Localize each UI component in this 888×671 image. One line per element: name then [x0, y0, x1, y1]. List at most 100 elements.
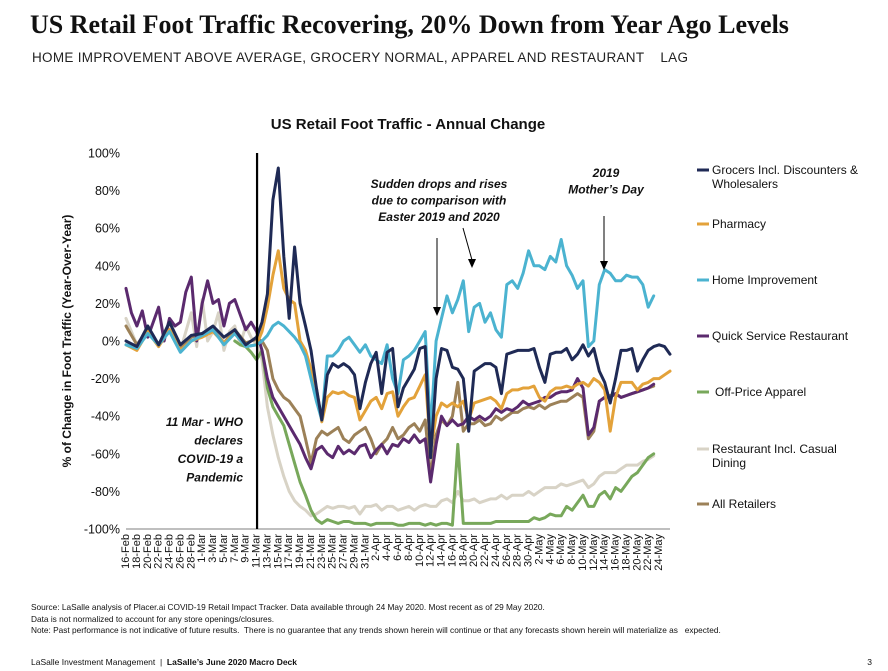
note-line: Data is not normalized to account for an…: [31, 613, 275, 624]
arrowhead: [433, 307, 441, 316]
legend-label-line: Wholesalers: [712, 177, 778, 191]
annotation-text: due to comparison with: [372, 194, 507, 208]
page-number: 3: [867, 657, 872, 667]
x-tick-label: 30-Apr: [523, 534, 535, 567]
x-tick-label: 3-Mar: [207, 534, 219, 563]
x-tick-label: 6-May: [555, 534, 567, 565]
page-title: US Retail Foot Traffic Recovering, 20% D…: [30, 10, 789, 39]
legend-label-line: Grocers Incl. Discounters &: [712, 163, 858, 177]
x-tick-label: 4-Apr: [381, 534, 393, 561]
legend-label-line: Restaurant Incl. Casual: [712, 442, 837, 456]
legend-label-line: Home Improvement: [712, 273, 818, 287]
legend-label: Off-Price Apparel: [715, 385, 806, 399]
mothers-day-annotation: 2019 Mother’s Day: [568, 166, 645, 197]
x-tick-label: 16-Apr: [446, 534, 458, 567]
x-tick-label: 18-May: [620, 534, 632, 571]
x-tick-label: 24-May: [653, 534, 665, 571]
x-tick-label: 23-Mar: [316, 534, 328, 569]
x-tick-label: 19-Mar: [294, 534, 306, 569]
legend-item: Grocers Incl. Discounters & Wholesalers: [697, 163, 858, 191]
legend-label: Grocers Incl. Discounters & Wholesalers: [712, 163, 858, 191]
x-tick-label: 20-May: [631, 534, 643, 571]
easter-annotation: Sudden drops and rises due to comparison …: [371, 177, 508, 224]
x-tick-label: 12-May: [588, 534, 600, 571]
x-tick-label: 5-Mar: [218, 534, 230, 563]
x-tick-label: 25-Mar: [327, 534, 339, 569]
x-tick-label: 8-May: [566, 534, 578, 565]
x-tick-label: 10-Apr: [414, 534, 426, 567]
legend-item: Pharmacy: [697, 217, 766, 231]
y-tick-label: 40%: [95, 259, 120, 273]
x-tick-label: 2-May: [533, 534, 545, 565]
x-tick-label: 16-Feb: [120, 534, 132, 569]
x-tick-label: 22-Feb: [153, 534, 165, 569]
annotation-text: Pandemic: [186, 471, 243, 485]
footer: LaSalle Investment Management | LaSalle’…: [31, 657, 297, 667]
x-tick-label: 22-May: [642, 534, 654, 571]
x-tick-label: 20-Apr: [468, 534, 480, 567]
arrowhead: [468, 259, 476, 268]
x-tick-label: 28-Feb: [185, 534, 197, 569]
legend-item: Quick Service Restaurant: [697, 329, 849, 343]
x-tick-label: 22-Apr: [479, 534, 491, 567]
y-tick-label: 0%: [102, 335, 120, 349]
x-tick-label: 8-Apr: [403, 534, 415, 561]
legend-label: Quick Service Restaurant: [712, 329, 849, 343]
chart-title: US Retail Foot Traffic - Annual Change: [271, 116, 545, 133]
x-tick-label: 15-Mar: [272, 534, 284, 569]
x-tick-label: 13-Mar: [261, 534, 273, 569]
x-tick-label: 7-Mar: [229, 534, 241, 563]
x-tick-label: 17-Mar: [283, 534, 295, 569]
y-tick-label: -40%: [91, 410, 120, 424]
page-subtitle: HOME IMPROVEMENT ABOVE AVERAGE, GROCERY …: [32, 50, 689, 65]
y-tick-label: -80%: [91, 485, 120, 499]
who-annotation: 11 Mar - WHO declares COVID-19 a Pandemic: [166, 415, 244, 485]
legend-label-line: All Retailers: [712, 497, 776, 511]
x-tick-label: 16-May: [610, 534, 622, 571]
x-tick-label: 10-May: [577, 534, 589, 571]
y-tick-label: -60%: [91, 447, 120, 461]
x-tick-label: 24-Feb: [164, 534, 176, 569]
legend-label: Restaurant Incl. Casual Dining: [712, 442, 837, 470]
annotation-text: Mother’s Day: [568, 183, 645, 197]
x-tick-label: 29-Mar: [348, 534, 360, 569]
foot-traffic-chart: US Retail Foot Traffic - Annual Change % …: [60, 116, 858, 571]
x-tick-label: 12-Apr: [425, 534, 437, 567]
y-tick-label: -20%: [91, 372, 120, 386]
source-notes: Source: LaSalle analysis of Placer.ai CO…: [31, 602, 721, 637]
x-tick-label: 18-Apr: [457, 534, 469, 567]
y-tick-label: 20%: [95, 297, 120, 311]
legend-label-line: Quick Service Restaurant: [712, 329, 849, 343]
y-tick-label: -100%: [84, 523, 120, 537]
series-line: [124, 324, 656, 478]
footer-deck: LaSalle’s June 2020 Macro Deck: [166, 657, 298, 667]
legend-item: Restaurant Incl. Casual Dining: [697, 442, 837, 470]
legend-item: All Retailers: [697, 497, 776, 511]
x-tick-label: 4-May: [544, 534, 556, 565]
x-tick-label: 14-May: [599, 534, 611, 571]
legend-item: Home Improvement: [697, 273, 818, 287]
x-tick-label: 2-Apr: [370, 534, 382, 561]
legend-label-line: Pharmacy: [712, 217, 766, 231]
note-line: Note: Past performance is not indicative…: [31, 625, 721, 635]
x-tick-label: 18-Feb: [131, 534, 143, 569]
x-tick-label: 20-Feb: [142, 534, 154, 569]
y-tick-label: 60%: [95, 222, 120, 236]
series-line: [233, 339, 656, 527]
x-tick-label: 31-Mar: [359, 534, 371, 569]
y-axis-label: % of Change in Foot Traffic (Year-Over-Y…: [60, 215, 74, 468]
x-tick-label: 11-Mar: [251, 534, 263, 568]
x-tick-label: 27-Mar: [338, 534, 350, 569]
y-tick-label: 100%: [88, 147, 120, 161]
x-tick-label: 26-Apr: [501, 534, 513, 567]
series-line: [124, 166, 672, 460]
annotation-text: declares: [194, 434, 243, 448]
legend-item: Off-Price Apparel: [697, 385, 806, 399]
annotation-text: COVID-19 a: [178, 452, 244, 466]
y-tick-label: 80%: [95, 184, 120, 198]
note-line: Source: LaSalle analysis of Placer.ai CO…: [31, 602, 545, 612]
annotation-text: 2019: [592, 166, 620, 180]
legend-label-line: Dining: [712, 456, 746, 470]
x-tick-label: 1-Mar: [196, 534, 208, 563]
x-tick-label: 26-Feb: [174, 534, 186, 569]
